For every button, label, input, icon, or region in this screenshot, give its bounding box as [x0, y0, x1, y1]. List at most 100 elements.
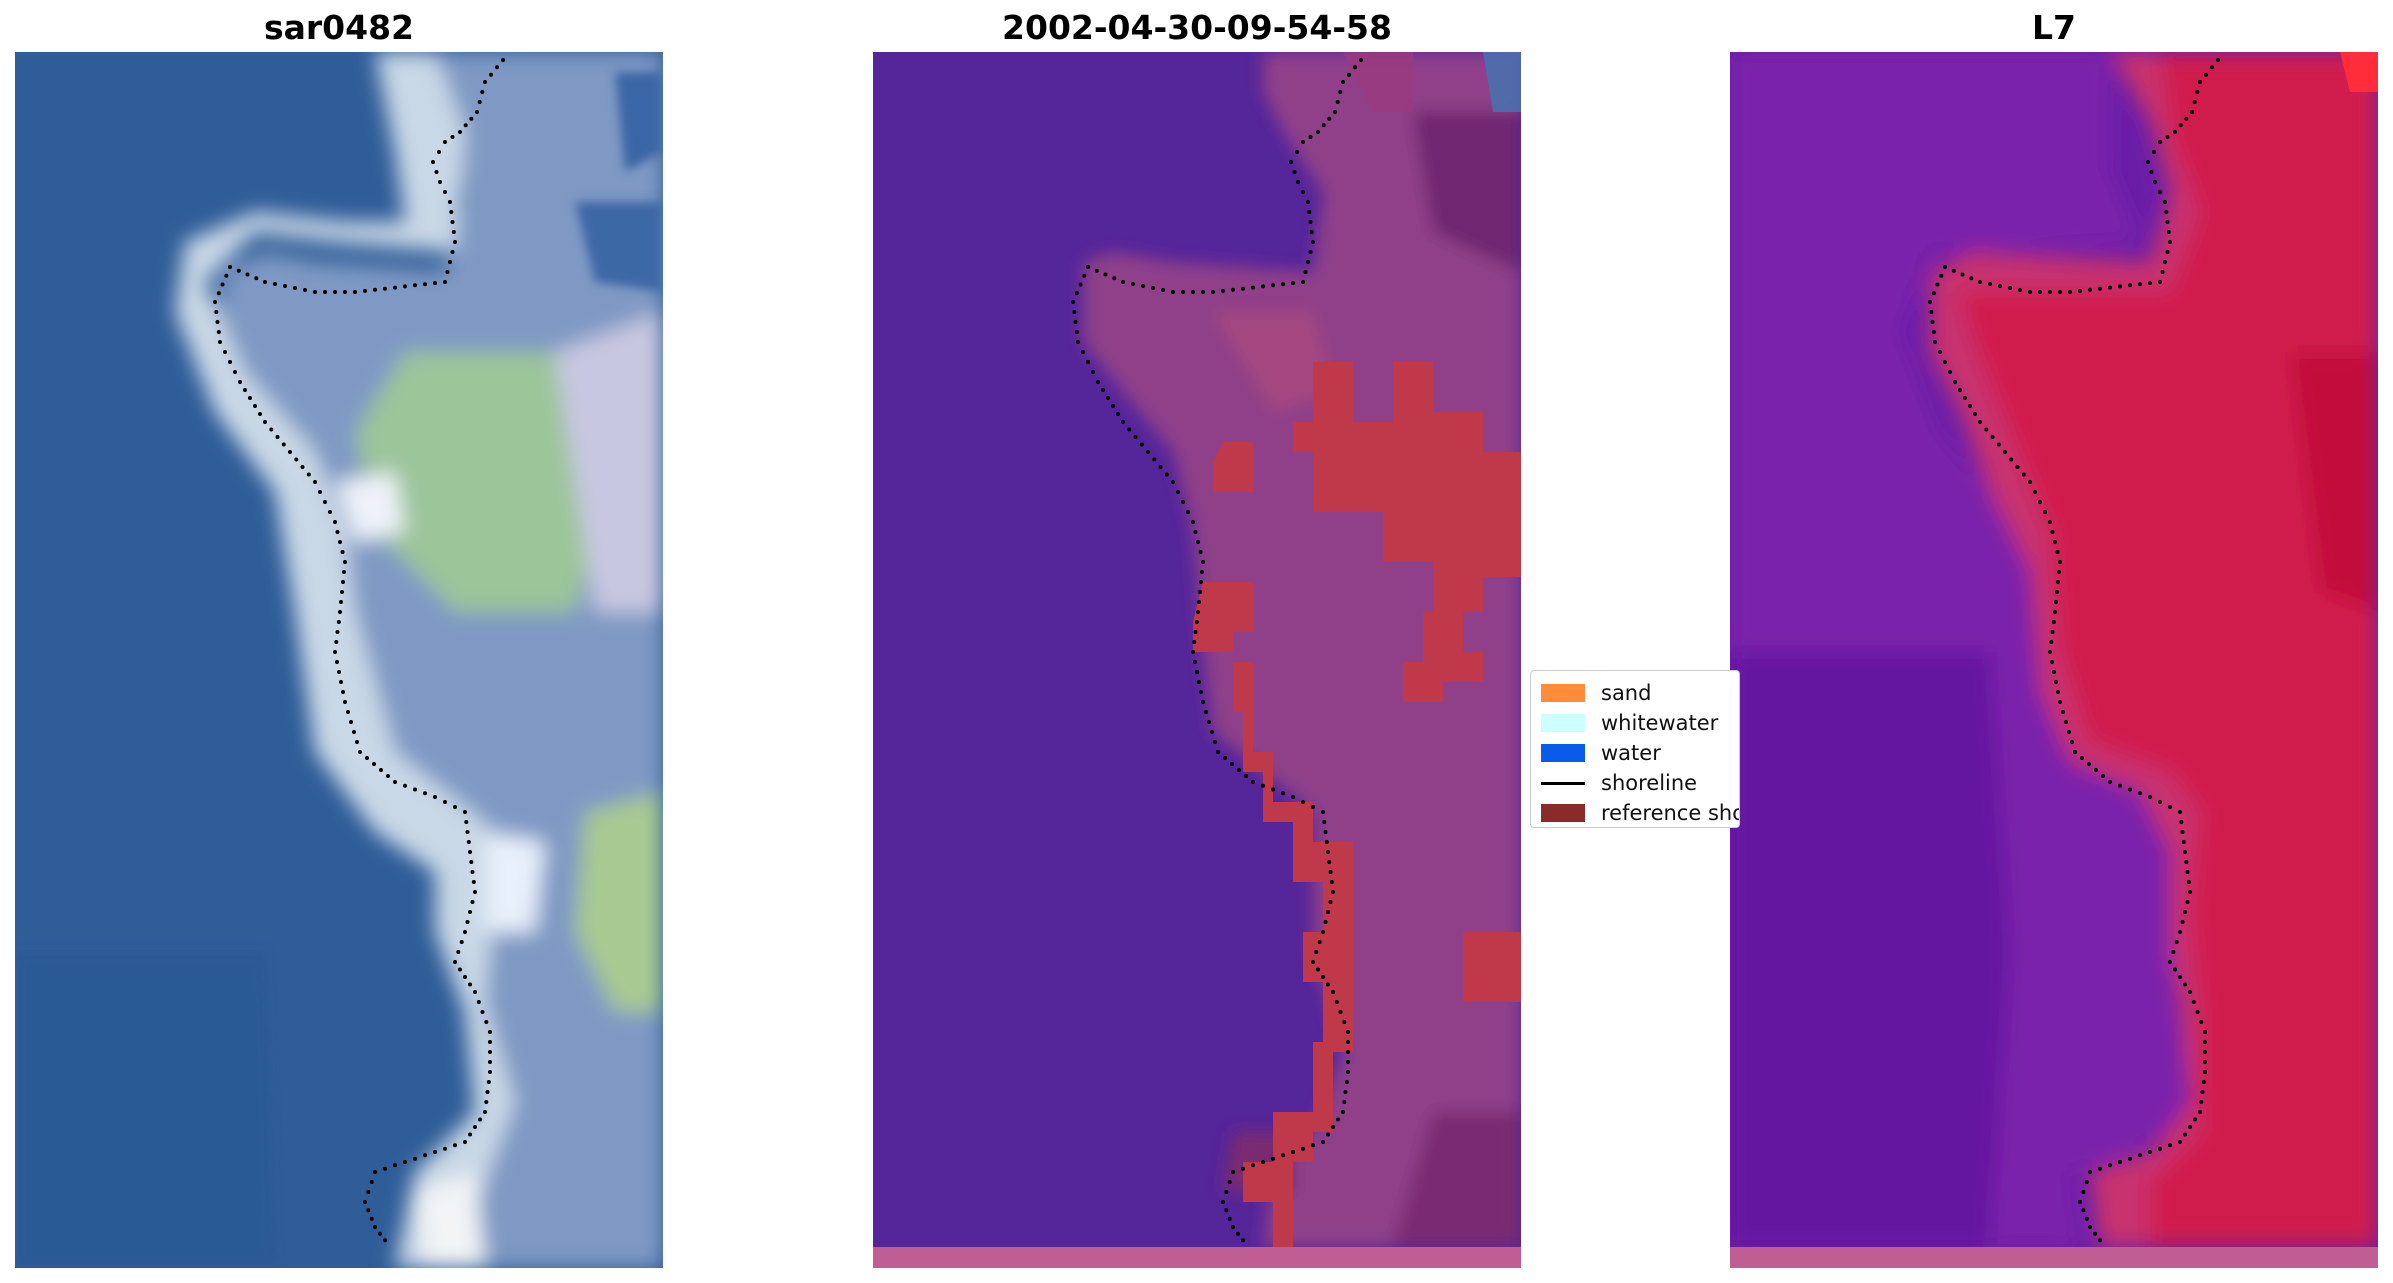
shoreline-dot	[459, 940, 464, 944]
shoreline-dot	[488, 1030, 492, 1034]
shoreline-dot	[1326, 850, 1330, 854]
legend-label: whitewater	[1601, 711, 1719, 735]
legend-label: shoreline	[1601, 771, 1698, 795]
shoreline-dot	[275, 435, 280, 439]
shoreline-dot	[2198, 80, 2202, 84]
shoreline-dot	[1197, 680, 1201, 684]
shoreline-dot	[2054, 600, 2058, 604]
shoreline-dot	[464, 820, 469, 824]
shoreline-dot	[355, 740, 359, 744]
shoreline-dot	[1082, 273, 1087, 278]
shoreline-dot	[1211, 290, 1215, 294]
shoreline-dot	[2160, 270, 2165, 274]
shoreline-dot	[1121, 280, 1125, 284]
shoreline-dot	[453, 240, 457, 244]
shoreline-dot	[1342, 1100, 1347, 1104]
shoreline-dot	[1306, 260, 1310, 264]
shoreline-dot	[2078, 288, 2082, 293]
shoreline-dot	[2073, 750, 2077, 754]
shoreline-dot	[2183, 982, 2187, 987]
shoreline-dot	[1334, 1000, 1339, 1004]
shoreline-dot	[1196, 540, 1200, 544]
shoreline-dot	[300, 465, 305, 469]
shoreline-dot	[1311, 960, 1315, 964]
shoreline-dot	[2048, 650, 2052, 654]
shoreline-dot	[1281, 282, 1285, 287]
shoreline-dot	[1301, 190, 1305, 194]
shoreline-dot	[2158, 140, 2162, 144]
shoreline-dot	[333, 650, 337, 654]
shoreline-dot	[1227, 1180, 1232, 1184]
shoreline-dot	[2053, 540, 2057, 544]
shoreline-dot	[1223, 756, 1227, 760]
shoreline-dot	[1081, 350, 1085, 354]
shoreline-dot	[373, 1170, 377, 1174]
shoreline-dot	[1291, 1150, 1295, 1154]
shoreline-dot	[1327, 116, 1332, 121]
shoreline-dot	[1301, 140, 1305, 144]
shoreline-dot	[1103, 272, 1108, 277]
legend-swatch-reference-shoreline	[1541, 804, 1585, 822]
shoreline-dot	[2204, 72, 2208, 77]
shoreline-dot	[1197, 600, 1201, 604]
shoreline-dot	[2094, 768, 2098, 772]
shoreline-dot	[218, 340, 222, 344]
shoreline-dot	[216, 291, 221, 296]
shoreline-dot	[1221, 288, 1225, 293]
shoreline-dot	[1329, 880, 1334, 884]
shoreline-dot	[1096, 380, 1100, 384]
shoreline-dot	[228, 360, 232, 364]
shoreline-dot	[1939, 273, 1944, 278]
shoreline-dot	[1931, 330, 1936, 334]
shoreline-dot	[335, 530, 340, 534]
shoreline-dots	[1928, 58, 2220, 1243]
shoreline-dot	[2051, 620, 2056, 624]
shoreline-dot	[343, 290, 347, 294]
shoreline-dot	[2165, 220, 2170, 224]
shoreline-dot	[466, 840, 471, 844]
shoreline-dot	[468, 1132, 472, 1137]
shoreline-dot	[1139, 442, 1144, 447]
shoreline-dot	[2043, 510, 2047, 514]
shoreline-dot	[2058, 290, 2062, 294]
shoreline-dot	[1244, 774, 1248, 778]
panel-title-rgb: sar0482	[263, 8, 415, 47]
shoreline-dot	[437, 150, 441, 154]
shoreline-dot	[1213, 740, 1217, 744]
shoreline-dot	[2201, 1080, 2206, 1084]
shoreline-dot	[1943, 265, 1947, 269]
shoreline-dot	[2203, 1060, 2207, 1064]
shoreline-dot	[1236, 1231, 1240, 1236]
shoreline-dot	[1328, 900, 1333, 904]
shoreline-dot	[465, 920, 470, 924]
shoreline-dot	[1230, 762, 1234, 766]
shoreline-dot	[1086, 360, 1090, 364]
shoreline-dot	[1152, 457, 1157, 462]
shoreline-dot	[2098, 286, 2102, 291]
shoreline-dot	[1204, 710, 1208, 714]
shoreline-dot	[2179, 820, 2184, 824]
shoreline-dot	[1311, 805, 1315, 809]
shoreline-dot	[2171, 950, 2176, 954]
shoreline-dot	[2054, 680, 2058, 684]
shoreline-dot	[433, 1150, 437, 1154]
shoreline-dot	[2118, 284, 2122, 289]
shoreline-dot	[378, 1231, 382, 1236]
shoreline-dot	[2185, 870, 2190, 874]
legend-swatch-shoreline	[1541, 781, 1585, 785]
shoreline-dot	[273, 282, 277, 286]
shoreline-dot	[443, 800, 447, 804]
shoreline-dot	[283, 284, 287, 288]
shoreline-dot	[288, 450, 292, 454]
shoreline-dot	[338, 540, 342, 544]
shoreline-dot	[488, 1040, 492, 1044]
shoreline-dot	[2168, 805, 2172, 809]
shoreline-dot	[473, 990, 477, 994]
shoreline-dot	[333, 520, 337, 524]
shoreline-dot	[1271, 787, 1275, 792]
shoreline-dot	[450, 250, 455, 254]
shoreline-dot	[1158, 465, 1163, 469]
shoreline-dot	[1998, 284, 2002, 288]
shoreline-dot	[2158, 800, 2162, 804]
shoreline-dot	[1316, 130, 1320, 134]
